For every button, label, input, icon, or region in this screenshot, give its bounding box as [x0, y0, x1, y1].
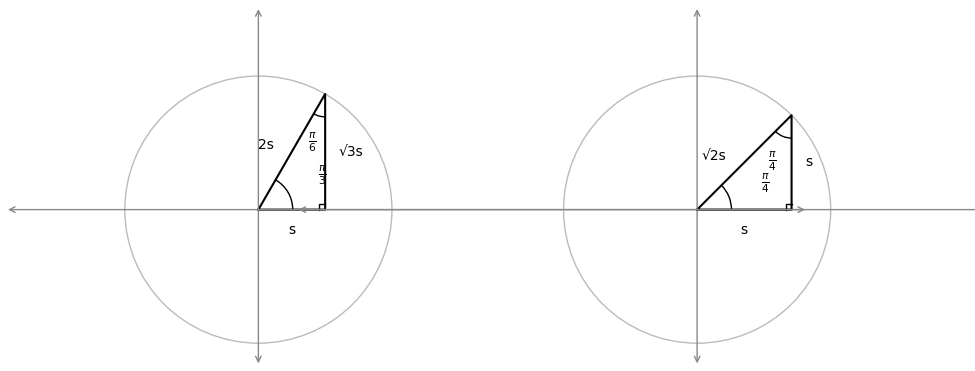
- Text: $\frac{\pi}{6}$: $\frac{\pi}{6}$: [308, 131, 317, 154]
- Text: √2s: √2s: [701, 148, 726, 162]
- Text: $\frac{\pi}{4}$: $\frac{\pi}{4}$: [760, 172, 769, 195]
- Text: $\frac{\pi}{4}$: $\frac{\pi}{4}$: [768, 150, 777, 174]
- Text: √3s: √3s: [338, 145, 364, 159]
- Text: s: s: [289, 223, 295, 237]
- Text: s: s: [741, 223, 748, 237]
- Text: $\frac{\pi}{3}$: $\frac{\pi}{3}$: [318, 164, 327, 187]
- Text: 2s: 2s: [257, 138, 273, 152]
- Text: s: s: [805, 155, 812, 170]
